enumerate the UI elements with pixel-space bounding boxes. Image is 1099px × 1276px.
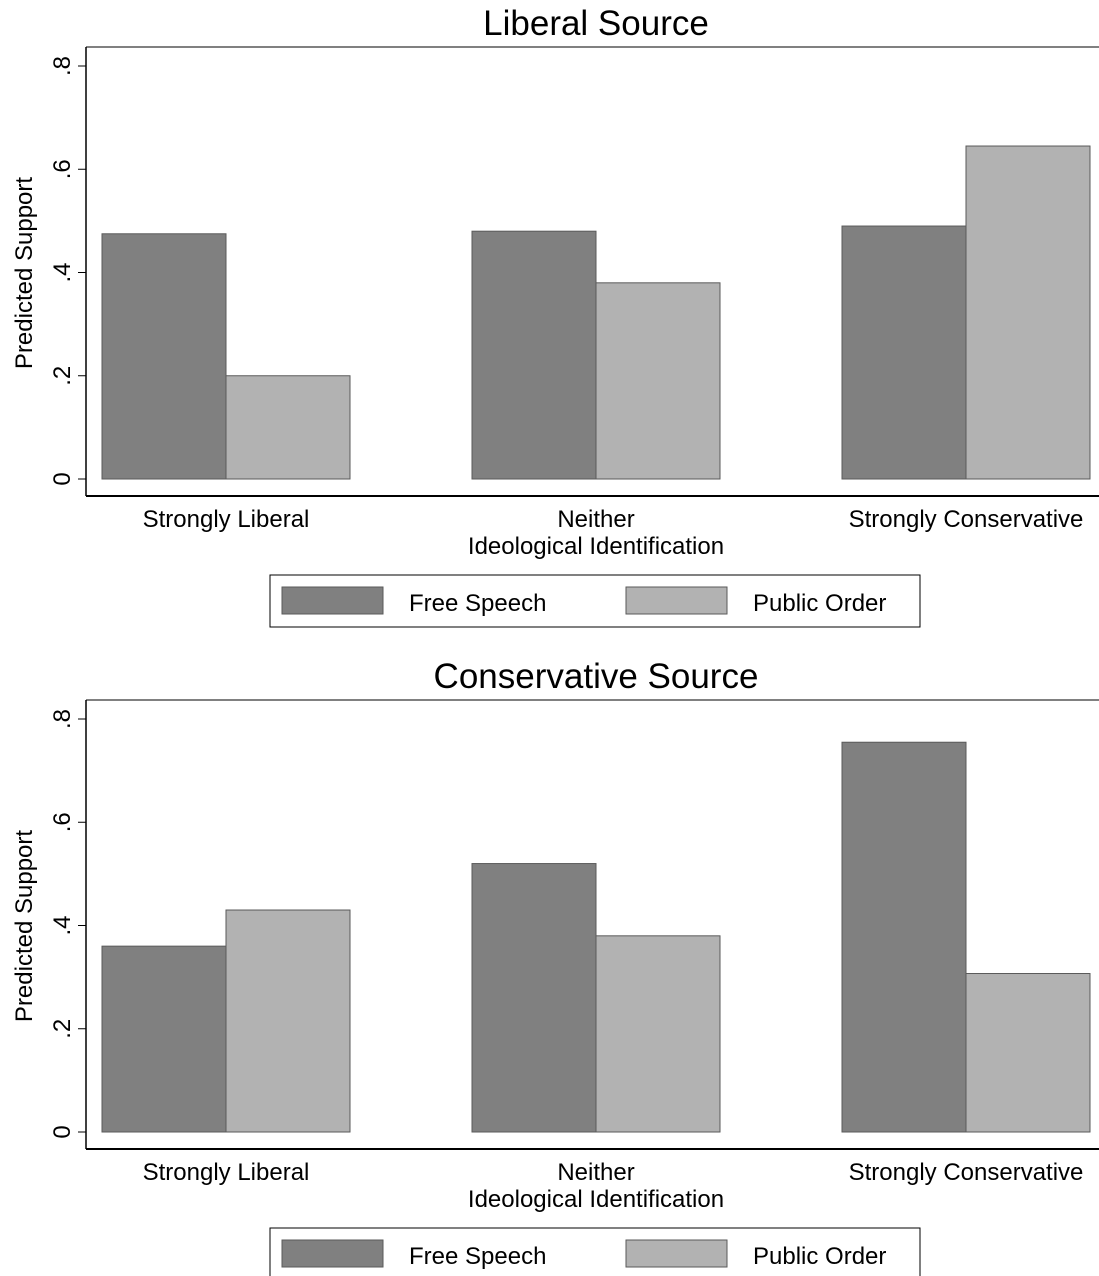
x-category-label: Strongly Liberal: [143, 506, 310, 533]
y-tick-label: .4: [49, 915, 76, 935]
chart-panel-2: Conservative Source 0 .2 .4 .6 .8 Predicted Su…: [11, 657, 1099, 1276]
y-tick-label: .2: [49, 1019, 76, 1039]
y-tick-label: .6: [49, 812, 76, 832]
y-tick-label: .8: [49, 709, 76, 729]
x-category-label: Strongly Liberal: [143, 1159, 310, 1186]
x-category-label: Strongly Conservative: [849, 1159, 1084, 1186]
x-category-label: Neither: [557, 506, 634, 533]
chart-panel-1: Liberal Source 0 .2 .4 .6 .8 Predicted Support…: [11, 4, 1099, 628]
bar-free-speech-1: [101, 945, 227, 1133]
legend-swatch-public-order: [625, 1239, 728, 1268]
bar-public-order-1: [225, 909, 351, 1133]
y-axis-label: Predicted Support: [11, 177, 38, 369]
chart-title: Conservative Source: [434, 657, 759, 696]
bar-public-order-2: [595, 282, 721, 480]
legend-label: Public Order: [753, 590, 886, 617]
x-category-label: Neither: [557, 1159, 634, 1186]
bar-free-speech-2: [471, 863, 597, 1133]
bar-public-order-1: [225, 375, 351, 480]
legend-swatch-free-speech: [281, 586, 384, 615]
bar-free-speech-3: [841, 741, 967, 1133]
y-tick-label: .8: [49, 56, 76, 76]
x-axis-label: Ideological Identification: [468, 533, 724, 560]
legend-swatch-free-speech: [281, 1239, 384, 1268]
legend-label: Free Speech: [409, 590, 546, 617]
legend-label: Public Order: [753, 1243, 886, 1270]
legend-swatch-public-order: [625, 586, 728, 615]
bar-free-speech-2: [471, 230, 597, 480]
legend-label: Free Speech: [409, 1243, 546, 1270]
x-category-label: Strongly Conservative: [849, 506, 1084, 533]
bar-free-speech-3: [841, 225, 967, 480]
bar-public-order-3: [965, 973, 1091, 1133]
y-tick-label: 0: [49, 472, 76, 485]
y-tick-label: 0: [49, 1125, 76, 1138]
y-axis-label: Predicted Support: [11, 830, 38, 1022]
bar-free-speech-1: [101, 233, 227, 480]
y-tick-label: .4: [49, 262, 76, 282]
x-axis-label: Ideological Identification: [468, 1186, 724, 1213]
bar-public-order-2: [595, 935, 721, 1133]
y-tick-label: .2: [49, 366, 76, 386]
bar-public-order-3: [965, 145, 1091, 480]
chart-title: Liberal Source: [483, 4, 709, 43]
y-tick-label: .6: [49, 159, 76, 179]
